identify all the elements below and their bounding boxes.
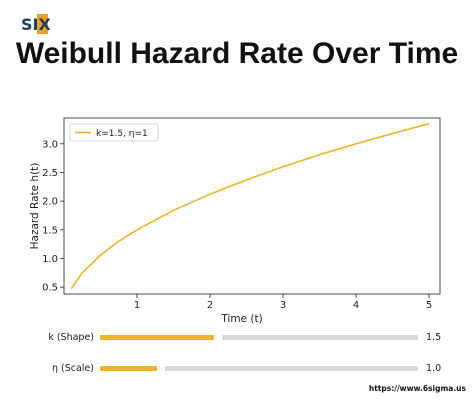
legend-box xyxy=(69,123,159,142)
shape-slider-track[interactable] xyxy=(100,335,418,340)
scale-slider-fill xyxy=(100,366,157,371)
x-tick-label: 5 xyxy=(426,300,432,311)
shape-slider-fill xyxy=(100,335,214,340)
page-title: Weibull Hazard Rate Over Time xyxy=(15,37,459,70)
x-tick-label: 2 xyxy=(207,300,213,311)
x-tick-label: 4 xyxy=(353,300,359,311)
scale-slider-track[interactable] xyxy=(100,366,418,371)
x-tick-label: 3 xyxy=(280,300,286,311)
scale-slider-label: η (Scale) xyxy=(51,363,94,374)
logo-text: SIX xyxy=(21,15,51,34)
hazard-rate-chart: 1 2 3 4 5 0.5 1.0 1.5 2.0 2.5 3.0 Time (t) Hazard Ra… xyxy=(29,117,441,325)
y-tick-label: 2.0 xyxy=(42,197,58,208)
x-tick-label: 1 xyxy=(134,300,140,311)
y-tick-label: 1.0 xyxy=(42,254,58,265)
legend-label: k=1.5, η=1 xyxy=(96,129,148,139)
y-tick-label: 2.5 xyxy=(42,168,58,179)
y-tick-label: 0.5 xyxy=(42,283,58,294)
scale-slider-handle[interactable] xyxy=(157,365,165,372)
scale-slider-value: 1.0 xyxy=(426,363,442,374)
six-sigma-logo: SIX xyxy=(21,14,51,34)
y-tick-label: 3.0 xyxy=(42,139,58,150)
source-credit: https://www.6sigma.us xyxy=(368,384,466,393)
shape-slider-value: 1.5 xyxy=(426,332,442,343)
y-tick-label: 1.5 xyxy=(42,225,58,236)
shape-slider-label: k (Shape) xyxy=(48,332,94,343)
logo-accent-block xyxy=(37,14,48,34)
x-axis-label: Time (t) xyxy=(220,313,262,325)
y-axis-label: Hazard Rate h(t) xyxy=(29,163,41,250)
shape-slider-handle[interactable] xyxy=(214,334,222,341)
plot-frame xyxy=(63,117,441,295)
series-line xyxy=(70,122,430,290)
